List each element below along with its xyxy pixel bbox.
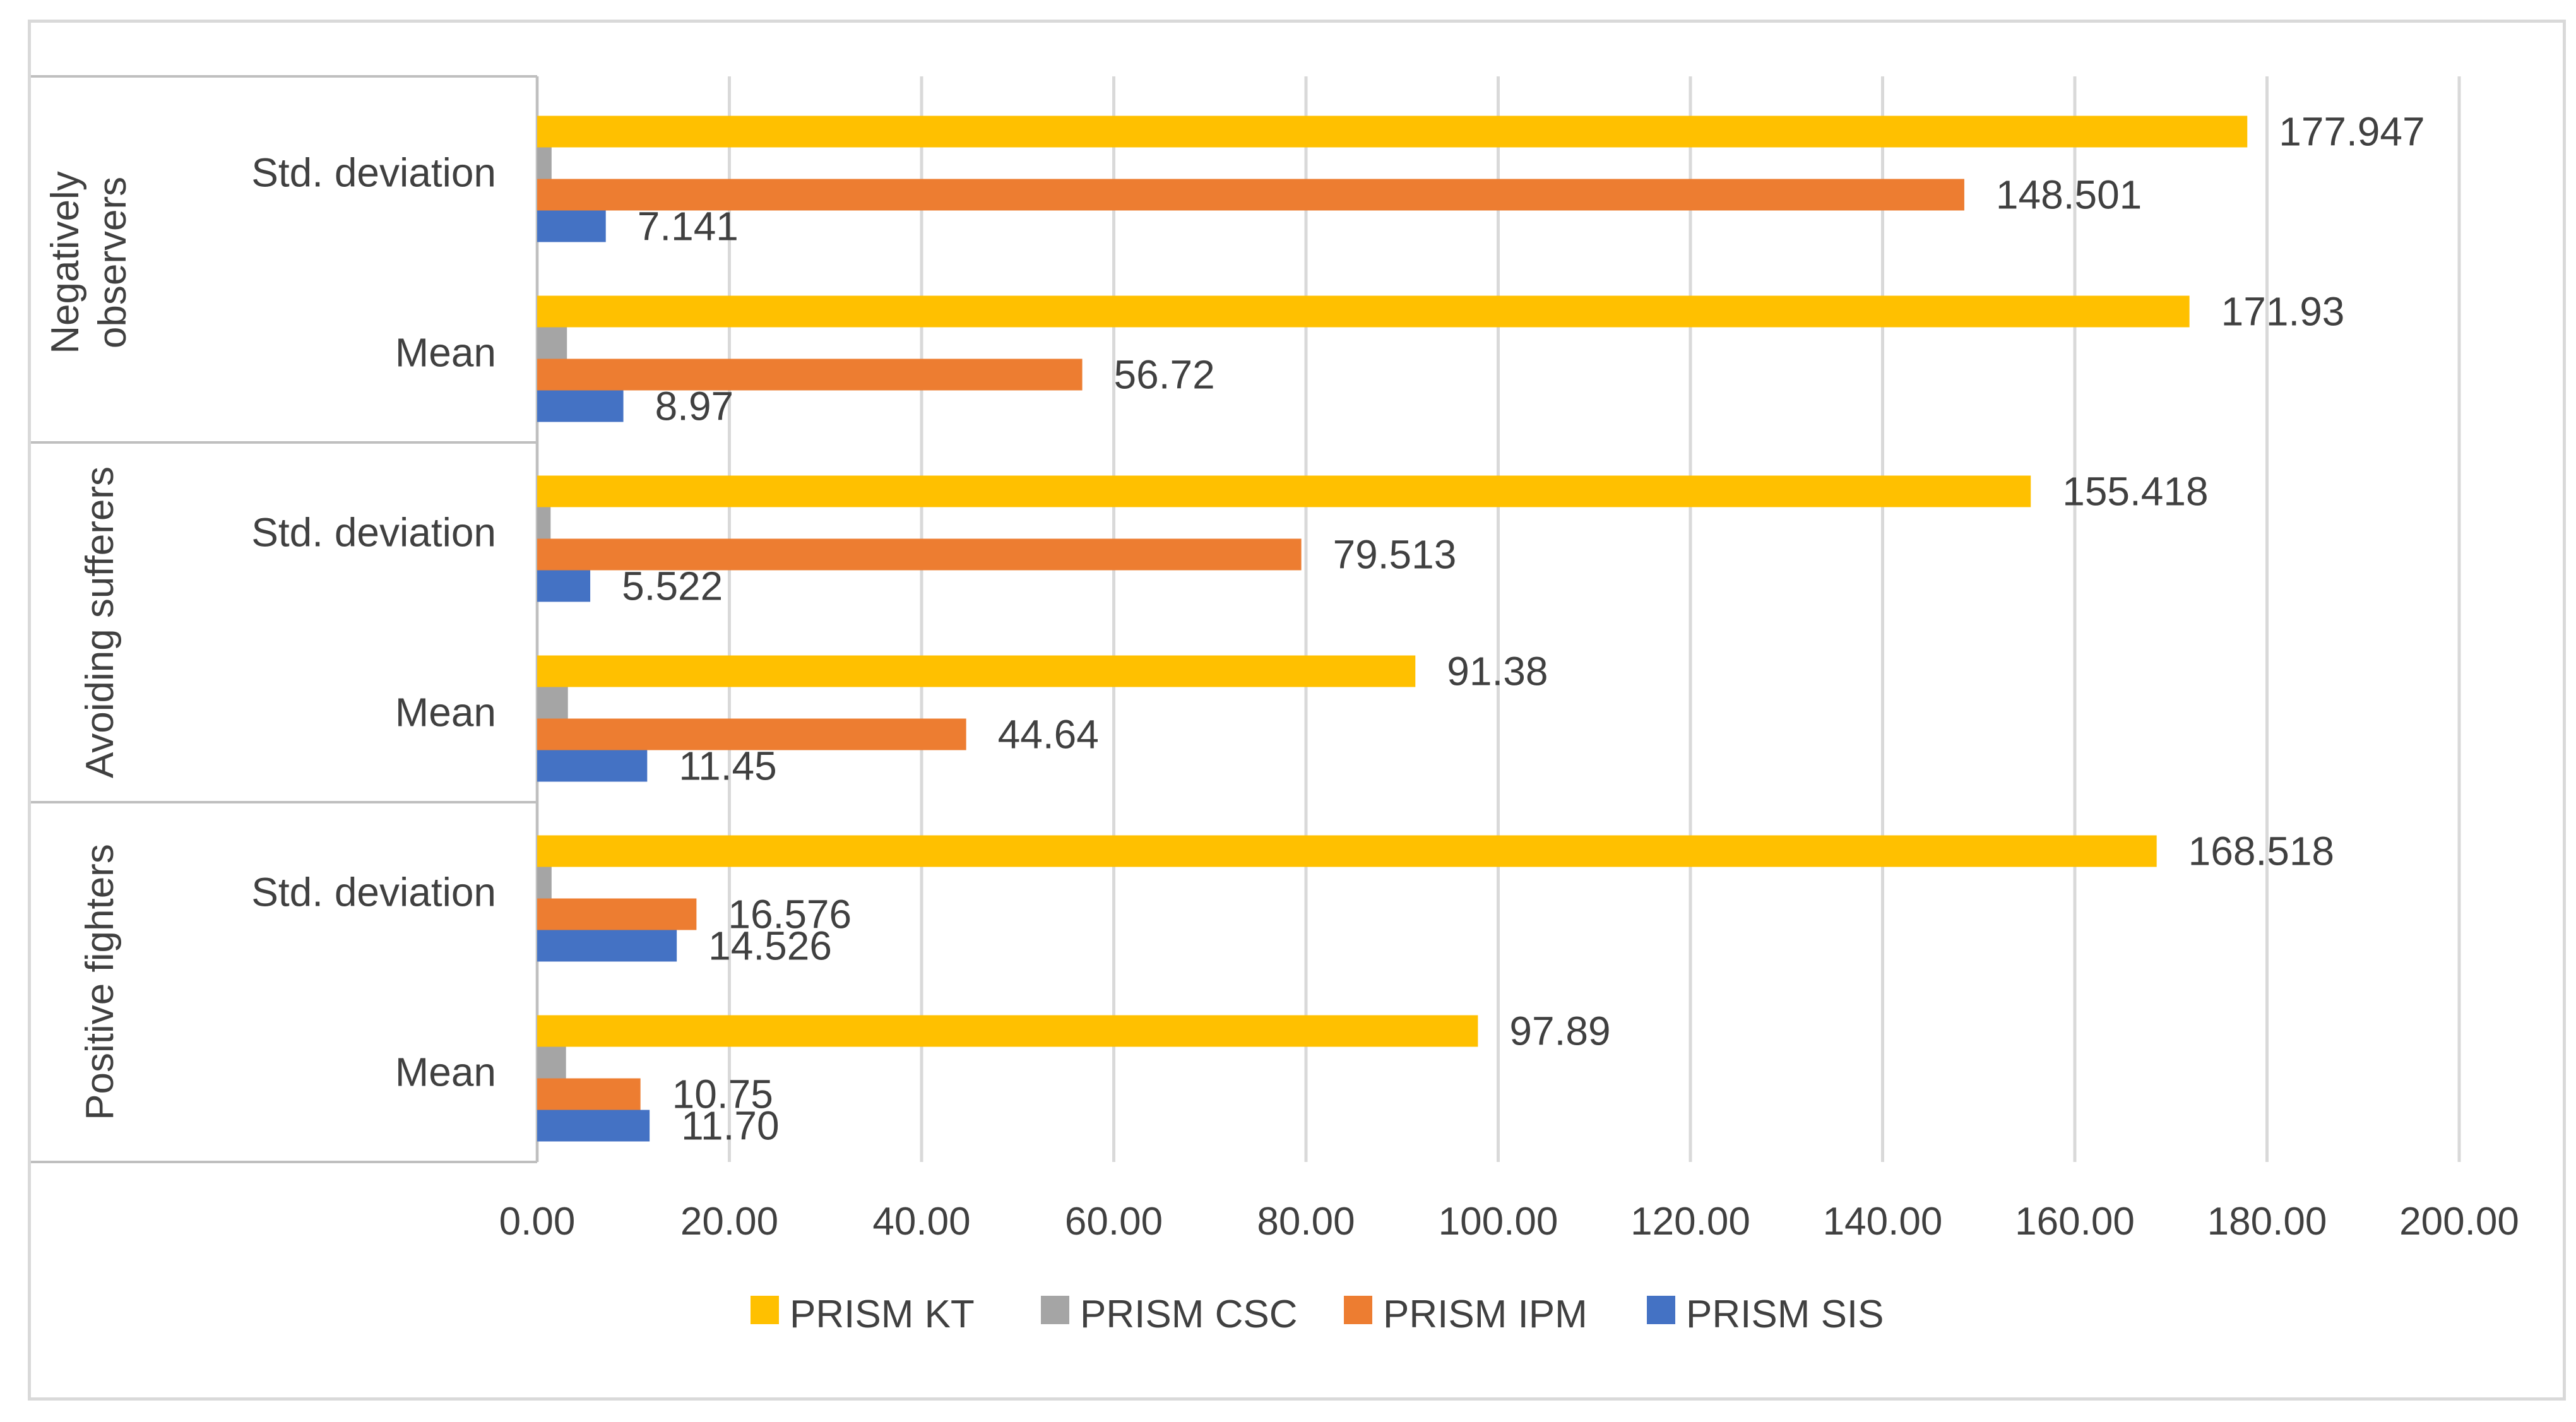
legend-swatch bbox=[1041, 1296, 1069, 1324]
x-tick-label: 40.00 bbox=[872, 1200, 970, 1243]
legend-label: PRISM SIS bbox=[1686, 1293, 1884, 1336]
data-label: 171.93 bbox=[2221, 289, 2345, 335]
data-label: 56.72 bbox=[1114, 352, 1215, 398]
bar-prism-ipm bbox=[537, 718, 966, 750]
data-label: 7.141 bbox=[638, 204, 739, 249]
legend-label: PRISM IPM bbox=[1383, 1293, 1588, 1336]
bar-prism-csc bbox=[537, 1046, 566, 1079]
x-tick-label: 0.00 bbox=[499, 1200, 576, 1243]
data-label: 97.89 bbox=[1509, 1009, 1610, 1054]
x-tick-label: 80.00 bbox=[1257, 1200, 1355, 1243]
x-tick-label: 60.00 bbox=[1065, 1200, 1163, 1243]
data-label: 16.576 bbox=[728, 892, 852, 937]
data-label: 5.522 bbox=[622, 564, 723, 609]
bar-prism-kt bbox=[537, 475, 2031, 507]
data-label: 11.45 bbox=[679, 744, 776, 789]
data-label: 10.75 bbox=[672, 1072, 773, 1117]
bar-prism-csc bbox=[537, 147, 552, 179]
bar-prism-sis bbox=[537, 570, 591, 602]
bar-prism-ipm bbox=[537, 179, 1964, 211]
bar-prism-ipm bbox=[537, 1078, 641, 1110]
data-label: 168.518 bbox=[2188, 829, 2334, 874]
data-label: 177.947 bbox=[2279, 109, 2425, 155]
bar-prism-sis bbox=[537, 750, 648, 782]
data-label: 91.38 bbox=[1447, 649, 1548, 694]
data-label: 14.526 bbox=[708, 923, 832, 969]
x-tick-label: 20.00 bbox=[680, 1200, 778, 1243]
bar-prism-kt bbox=[537, 1015, 1478, 1047]
category-label: Std. deviation bbox=[251, 870, 496, 915]
x-tick-label: 160.00 bbox=[2015, 1200, 2135, 1243]
bar-prism-sis bbox=[537, 1110, 650, 1142]
bar-prism-kt bbox=[537, 655, 1416, 687]
bar-prism-csc bbox=[537, 867, 552, 899]
legend-swatch bbox=[1344, 1296, 1372, 1324]
legend-swatch bbox=[1647, 1296, 1675, 1324]
legend-swatch bbox=[751, 1296, 779, 1324]
data-label: 79.513 bbox=[1333, 532, 1457, 578]
bar-prism-csc bbox=[537, 327, 567, 359]
bar-prism-sis bbox=[537, 390, 624, 422]
gridlines bbox=[535, 76, 2461, 1162]
group-label: Avoiding sufferers bbox=[78, 466, 122, 778]
x-tick-label: 120.00 bbox=[1630, 1200, 1750, 1243]
x-tick-label: 200.00 bbox=[2399, 1200, 2519, 1243]
bar-prism-sis bbox=[537, 930, 677, 962]
group-label: Positive fighters bbox=[78, 844, 122, 1120]
x-tick-label: 180.00 bbox=[2207, 1200, 2327, 1243]
bar-prism-ipm bbox=[537, 898, 697, 930]
bar-prism-ipm bbox=[537, 358, 1083, 391]
x-tick-label: 140.00 bbox=[1823, 1200, 1943, 1243]
chart-canvas: Negativelyobservers Std. deviation Mean Avo… bbox=[31, 75, 2519, 1336]
x-axis-ticks: 0.00 20.00 40.00 60.00 80.00 100.00 120.00 140.… bbox=[499, 1200, 2519, 1243]
bar-prism-sis bbox=[537, 210, 606, 242]
data-label: 8.97 bbox=[655, 384, 734, 429]
bar-prism-csc bbox=[537, 507, 551, 539]
legend-label: PRISM KT bbox=[790, 1293, 975, 1336]
data-label: 155.418 bbox=[2062, 469, 2208, 514]
category-label: Std. deviation bbox=[251, 150, 496, 196]
x-tick-label: 100.00 bbox=[1439, 1200, 1558, 1243]
data-label: 44.64 bbox=[998, 712, 1099, 757]
legend-label: PRISM CSC bbox=[1080, 1293, 1297, 1336]
category-label: Mean bbox=[395, 690, 496, 735]
category-axis: Negativelyobservers Std. deviation Mean Avo… bbox=[31, 75, 538, 1163]
category-label: Mean bbox=[395, 330, 496, 376]
bar-prism-kt bbox=[537, 116, 2248, 148]
category-label: Std. deviation bbox=[251, 510, 496, 555]
bar-prism-kt bbox=[537, 835, 2157, 867]
group-label: Negativelyobservers bbox=[44, 171, 134, 353]
data-label: 11.70 bbox=[681, 1103, 779, 1149]
bar-prism-kt bbox=[537, 295, 2190, 328]
data-label: 148.501 bbox=[1996, 172, 2142, 218]
chart-frame: Negativelyobservers Std. deviation Mean Avo… bbox=[28, 20, 2566, 1401]
bar-prism-csc bbox=[537, 687, 568, 719]
bar-prism-ipm bbox=[537, 538, 1302, 571]
category-label: Mean bbox=[395, 1050, 496, 1095]
data-labels: 177.947 148.501 7.141 171.93 56.72 8.97 155.41… bbox=[622, 109, 2425, 1149]
legend: PRISM KT PRISM CSC PRISM IPM PRISM SIS bbox=[751, 1293, 1884, 1336]
bars bbox=[537, 116, 2248, 1142]
